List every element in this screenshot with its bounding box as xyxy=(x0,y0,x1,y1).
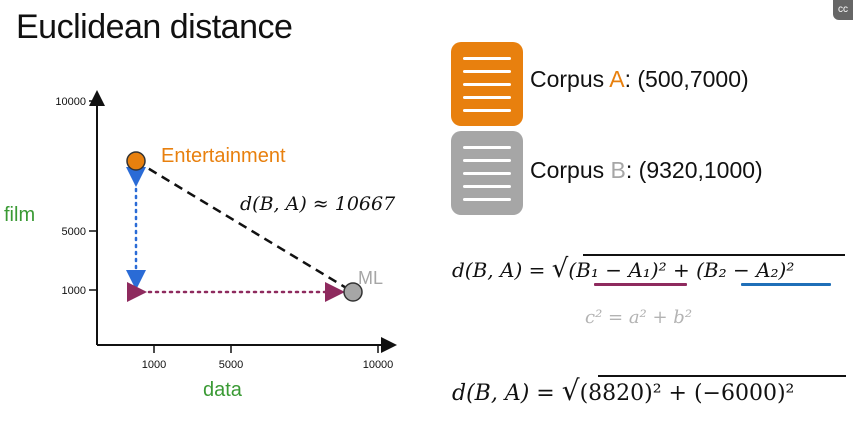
sqrt-bar-numeric xyxy=(598,375,846,377)
pythagoras-formula: c² = a² + b² xyxy=(585,307,693,328)
corpus-a-label: Corpus A: (500,7000) xyxy=(530,66,749,92)
numeric-distance-formula: d(B, A) = √(8820)² + (−6000)² xyxy=(452,374,795,407)
y-tick-label: 1000 xyxy=(62,285,86,297)
y-axis-label: film xyxy=(4,204,35,226)
ml-point xyxy=(343,282,363,302)
x-tick-label: 1000 xyxy=(142,359,166,371)
slide-title: Euclidean distance xyxy=(16,8,293,46)
corpus-b-letter: B xyxy=(610,157,626,183)
underline-x-diff xyxy=(594,283,687,286)
distance-line xyxy=(135,159,354,294)
caption-icon[interactable]: cc xyxy=(833,0,853,20)
corpus-b-label: Corpus B: (9320,1000) xyxy=(530,157,763,183)
distance-chart: 10000 5000 1000 1000 5000 10000 film dat… xyxy=(4,90,397,401)
distance-formula: d(B, A) = √(B₁ − A₁)² + (B₂ − A₂)² xyxy=(452,254,795,284)
y-tick-label: 10000 xyxy=(55,96,86,108)
x-axis-label: data xyxy=(203,379,243,401)
x-tick-label: 5000 xyxy=(219,359,243,371)
y-tick-label: 5000 xyxy=(62,226,86,238)
x-tick-label: 10000 xyxy=(363,359,394,371)
sqrt-bar xyxy=(583,254,845,256)
document-icon-gray xyxy=(451,131,523,215)
document-icon-orange xyxy=(451,42,523,126)
formula-term-x: (B₁ − A₁)² xyxy=(568,258,667,282)
ml-label: ML xyxy=(358,268,383,288)
corpus-a-letter: A xyxy=(609,66,625,92)
entertainment-point xyxy=(126,151,146,171)
underline-y-diff xyxy=(741,283,831,286)
formula-term-y: (B₂ − A₂)² xyxy=(696,258,795,282)
entertainment-label: Entertainment xyxy=(161,145,286,167)
distance-label: d(B, A) ≈ 10667 xyxy=(240,193,396,215)
